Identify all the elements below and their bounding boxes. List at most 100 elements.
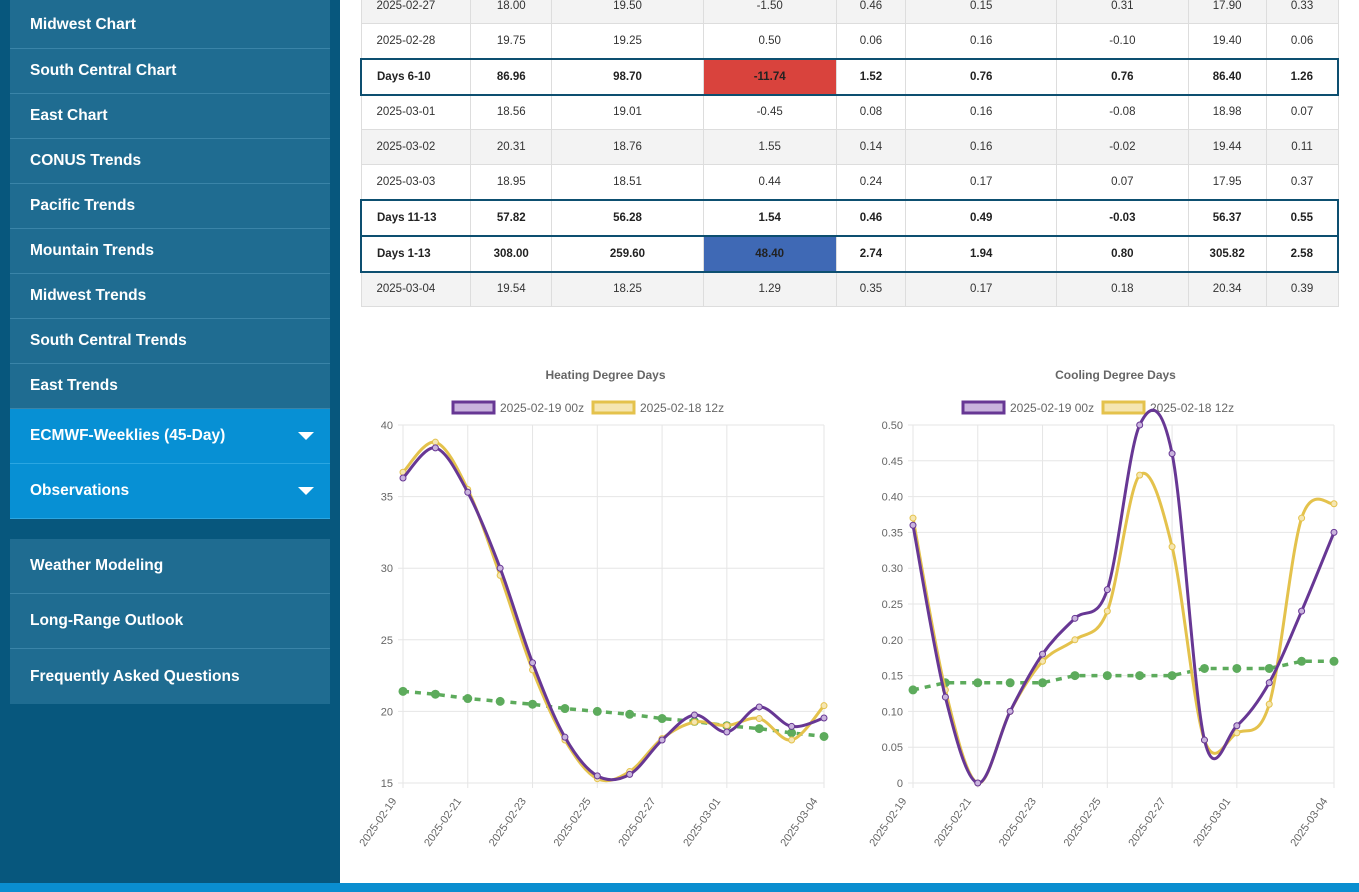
sidebar-nav: Midwest Chart South Central Chart East Cha…: [10, 0, 330, 519]
table-cell: 18.56: [470, 94, 553, 130]
data-point: [1264, 663, 1274, 673]
y-tick-label: 0.25: [882, 599, 903, 611]
table-cell: 305.82: [1187, 234, 1267, 273]
sidebar-item-frequently-asked-questions[interactable]: Frequently Asked Questions: [30, 667, 240, 685]
data-point: [755, 703, 763, 711]
chart-title: Cooling Degree Days: [1055, 368, 1176, 382]
table-cell: 0.17: [905, 271, 1058, 307]
table-cell: 0.37: [1265, 164, 1339, 200]
sidebar-item-east-trends[interactable]: East Trends: [10, 364, 330, 409]
row-label: Days 6-10: [360, 57, 472, 96]
sidebar-item-midwest-trends[interactable]: Midwest Trends: [10, 274, 330, 319]
data-point: [908, 685, 918, 695]
x-tick-label: 2025-03-01: [681, 796, 723, 849]
data-point: [754, 724, 764, 734]
data-point: [464, 488, 472, 496]
table-cell: -11.74: [702, 57, 837, 96]
sidebar-expand-ecmwf-weeklies-45-day-[interactable]: ECMWF-Weeklies (45-Day): [10, 409, 330, 464]
data-point: [463, 694, 473, 704]
legend-label: 2025-02-19 00z: [1010, 401, 1094, 415]
data-point: [1006, 707, 1014, 715]
sidebar-item-midwest-chart[interactable]: Midwest Chart: [10, 2, 330, 49]
data-point: [1297, 656, 1307, 666]
table-cell: 0.39: [1265, 271, 1339, 307]
table-cell: 1.52: [835, 57, 907, 96]
series-line: [911, 471, 1335, 785]
data-point: [1330, 528, 1338, 536]
y-tick-label: 30: [381, 563, 393, 575]
data-point: [431, 438, 439, 446]
row-label: 2025-03-02: [360, 129, 472, 165]
table-cell: 19.25: [551, 23, 704, 59]
sidebar-item-south-central-trends[interactable]: South Central Trends: [10, 319, 330, 364]
sidebar-item-long-range-outlook[interactable]: Long-Range Outlook: [10, 594, 330, 649]
chart-title: Heating Degree Days: [545, 368, 665, 382]
sidebar-item-mountain-trends[interactable]: Mountain Trends: [10, 229, 330, 274]
table-cell: 0.76: [905, 57, 1058, 96]
footer-bar: [0, 883, 1359, 892]
y-tick-label: 25: [381, 635, 393, 647]
table-cell: 0.06: [1265, 23, 1339, 59]
table-cell: 98.70: [551, 57, 704, 96]
y-tick-label: 0.30: [882, 563, 903, 575]
data-point: [1103, 586, 1111, 594]
table-cell: 0.49: [905, 198, 1058, 237]
row-label: 2025-02-28: [360, 23, 472, 59]
data-point: [755, 715, 763, 723]
sidebar-item-south-central-chart[interactable]: South Central Chart: [10, 49, 330, 94]
data-point: [1102, 671, 1112, 681]
sidebar-item-east-chart[interactable]: East Chart: [10, 94, 330, 139]
x-tick-label: 2025-02-21: [932, 796, 974, 849]
table-cell: 0.44: [702, 164, 837, 200]
sidebar-item-conus-trends[interactable]: CONUS Trends: [10, 139, 330, 184]
data-point: [625, 709, 635, 719]
data-point: [529, 659, 537, 667]
x-tick-label: 2025-02-19: [867, 796, 909, 849]
cdd-chart: Cooling Degree Days 2025-02-19 00z 2025-02…: [865, 360, 1355, 865]
data-point: [1232, 663, 1242, 673]
data-point: [820, 714, 828, 722]
data-point: [788, 736, 796, 744]
data-point: [1265, 700, 1273, 708]
table-cell: -0.45: [702, 94, 837, 130]
table-cell: 56.37: [1187, 198, 1267, 237]
table-cell: 18.76: [551, 129, 704, 165]
x-tick-label: 2025-03-04: [1288, 796, 1330, 849]
data-point: [398, 686, 408, 696]
y-tick-label: 0: [897, 778, 903, 790]
data-point: [690, 718, 698, 726]
table-cell: 308.00: [470, 234, 553, 273]
data-point: [1038, 678, 1048, 688]
x-tick-label: 2025-02-27: [616, 796, 658, 849]
table-cell: 0.11: [1265, 129, 1339, 165]
x-tick-label: 2025-02-25: [1062, 796, 1104, 849]
table-cell: 19.54: [470, 271, 553, 307]
table-cell: 17.95: [1187, 164, 1267, 200]
y-tick-label: 0.10: [882, 706, 903, 718]
table-cell: 19.75: [470, 23, 553, 59]
y-tick-label: 20: [381, 706, 393, 718]
degree-days-table: 2025-02-27 18.00 19.50 -1.50 0.46 0.15 0.31 17.…: [360, 0, 1339, 307]
data-point: [561, 733, 569, 741]
sidebar-item-pacific-trends[interactable]: Pacific Trends: [10, 184, 330, 229]
table-row: 2025-03-04 19.54 18.25 1.29 0.35 0.17 0.18 20.3…: [360, 271, 1339, 307]
data-point: [658, 736, 666, 744]
sidebar-expand-observations[interactable]: Observations: [10, 464, 330, 519]
sidebar-item-weather-modeling[interactable]: Weather Modeling: [10, 539, 330, 594]
data-point: [430, 689, 440, 699]
y-tick-label: 0.35: [882, 527, 903, 539]
table-cell: 20.34: [1187, 271, 1267, 307]
y-tick-label: 0.45: [882, 456, 903, 468]
data-point: [1200, 736, 1208, 744]
legend-label: 2025-02-18 12z: [1150, 401, 1234, 415]
data-point: [909, 514, 917, 522]
y-tick-label: 0.50: [882, 420, 903, 432]
data-point: [973, 678, 983, 688]
data-point: [723, 722, 731, 730]
data-point: [1103, 607, 1111, 615]
sidebar-expand-label: ECMWF-Weeklies (45-Day): [30, 427, 226, 444]
data-point: [1135, 671, 1145, 681]
series-line: [402, 689, 825, 739]
data-point: [1071, 614, 1079, 622]
data-point: [1298, 607, 1306, 615]
